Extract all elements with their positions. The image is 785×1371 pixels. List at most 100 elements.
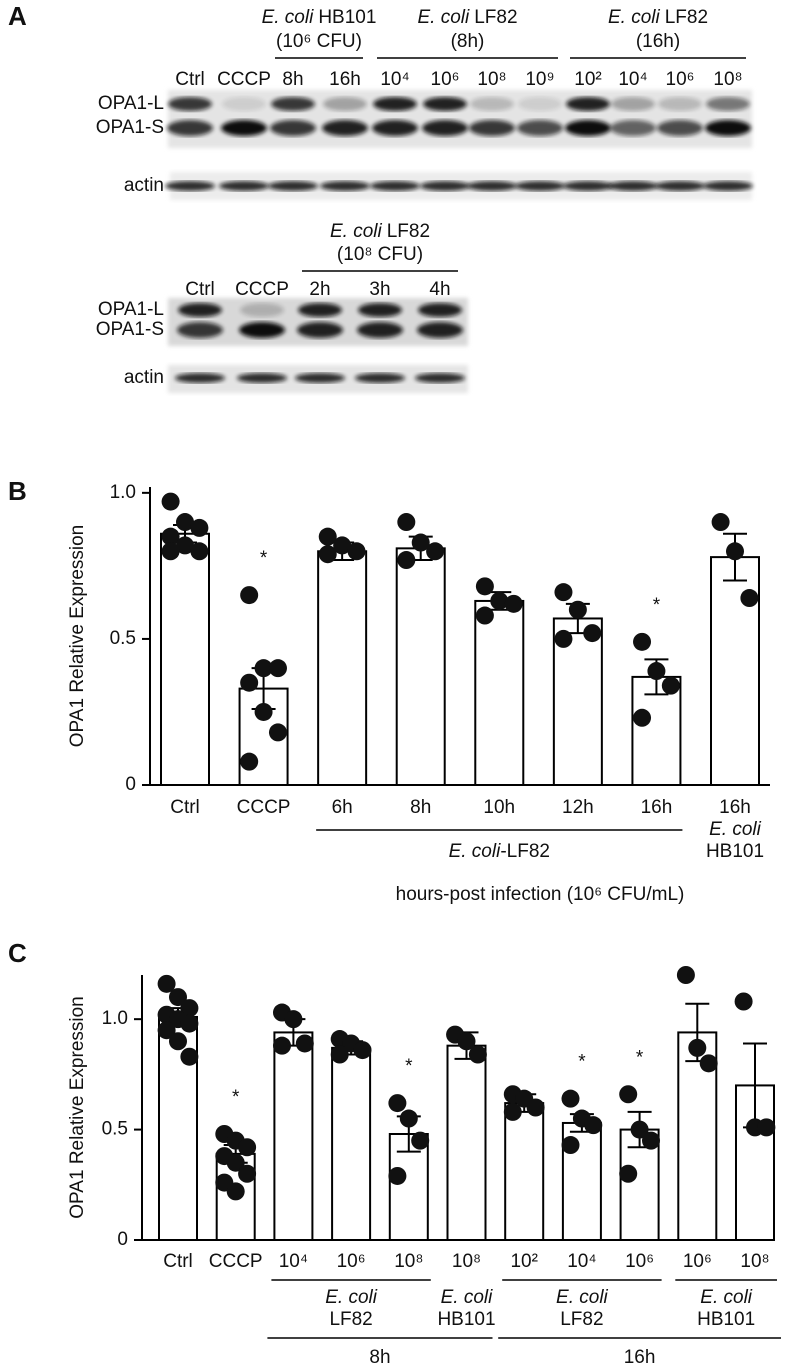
panel-letter: A — [8, 1, 27, 31]
row-label: OPA1-S — [96, 319, 164, 340]
group-label: (10⁶ CFU) — [276, 31, 362, 52]
x-tick-label: 12h — [562, 797, 594, 818]
y-axis-title: OPA1 Relative Expression — [67, 996, 88, 1218]
x-tick-label: 16h — [641, 797, 673, 818]
data-point — [273, 1036, 291, 1055]
band — [175, 373, 225, 383]
data-point — [347, 542, 366, 561]
x-tick-label: 10⁸ — [452, 1251, 481, 1272]
data-point — [633, 632, 652, 651]
group-label: E. coli — [700, 1287, 753, 1308]
x-tick-label: Ctrl — [163, 1251, 193, 1272]
group-label: (16h) — [636, 31, 680, 52]
data-point — [734, 992, 753, 1011]
band — [415, 373, 465, 383]
group-label: E. coli — [325, 1287, 378, 1308]
row-label: OPA1-S — [96, 117, 164, 138]
band — [268, 181, 318, 191]
data-point — [490, 591, 509, 610]
data-point — [330, 1045, 349, 1064]
x-tick-label: Ctrl — [170, 797, 200, 818]
data-point — [157, 1021, 176, 1040]
bar — [504, 1102, 545, 1242]
group-label: E. coli LF82 — [417, 7, 517, 28]
band — [705, 120, 751, 136]
x-tick-label: 8h — [410, 797, 431, 818]
band — [611, 97, 655, 111]
group-label-part: LF82 — [387, 221, 430, 242]
band — [295, 373, 345, 383]
data-point — [397, 551, 416, 570]
data-point — [561, 1089, 580, 1108]
data-point — [526, 1098, 545, 1117]
data-point — [642, 1131, 660, 1150]
data-point — [554, 583, 573, 602]
data-point — [318, 527, 337, 546]
x-tick-label: 10⁸ — [740, 1251, 769, 1272]
lane-label: 10⁸ — [477, 69, 506, 90]
data-point — [676, 966, 695, 984]
y-tick-label: 0 — [125, 774, 136, 795]
band — [355, 373, 405, 383]
data-point — [630, 1120, 649, 1139]
data-point — [169, 988, 187, 1007]
lane-label: 8h — [282, 69, 303, 90]
group-label-part: LF82 — [474, 7, 517, 28]
group-label-part: E. coli — [449, 841, 502, 862]
band — [357, 322, 403, 338]
group-label-part: E. coli — [262, 7, 315, 28]
data-point — [619, 1164, 638, 1183]
data-point — [284, 1010, 303, 1029]
group-label: E. coli — [441, 1287, 494, 1308]
data-point — [333, 536, 352, 555]
band — [370, 181, 420, 191]
band — [470, 97, 514, 111]
group-label-part: E. coli — [417, 7, 470, 28]
band — [608, 181, 658, 191]
lane-label: CCCP — [217, 69, 271, 90]
data-point — [176, 536, 194, 555]
group-label: E. coli LF82 — [330, 221, 430, 242]
data-point — [169, 1032, 187, 1051]
band — [177, 322, 223, 338]
data-point — [475, 577, 494, 596]
data-point — [426, 542, 445, 561]
band — [703, 181, 753, 191]
band — [566, 97, 610, 111]
group-label: HB101 — [697, 1309, 755, 1330]
lane-label: Ctrl — [185, 279, 215, 300]
group-label: HB101 — [706, 841, 764, 862]
band — [706, 97, 750, 111]
x-tick-label: 10⁴ — [567, 1251, 596, 1272]
y-tick-label: 1.0 — [110, 482, 136, 503]
group-label-part: HB101 — [318, 7, 376, 28]
group-label: LF82 — [560, 1309, 603, 1330]
significance-mark: * — [636, 1047, 644, 1068]
lane-label: 10⁴ — [618, 69, 647, 90]
data-point — [161, 492, 180, 511]
group-label: E. coli HB101 — [262, 7, 377, 28]
band — [323, 97, 367, 111]
x-tick-label: 10h — [483, 797, 515, 818]
band — [417, 322, 463, 338]
data-point — [157, 974, 176, 993]
group-label: 16h — [624, 1347, 656, 1368]
x-tick-label: 10⁶ — [337, 1251, 366, 1272]
band — [420, 181, 470, 191]
band — [221, 120, 267, 136]
data-point — [240, 586, 259, 605]
data-point — [254, 702, 273, 721]
lane-label: 3h — [369, 279, 390, 300]
band — [271, 97, 315, 111]
data-point — [688, 1038, 707, 1057]
band — [239, 322, 285, 338]
data-point — [411, 1131, 430, 1150]
group-label: HB101 — [437, 1309, 495, 1330]
x-tick-label: 6h — [332, 797, 353, 818]
data-point — [661, 676, 680, 695]
data-point — [757, 1118, 776, 1137]
data-point — [353, 1041, 372, 1060]
band — [657, 120, 703, 136]
lane-label: 10⁶ — [431, 69, 460, 90]
